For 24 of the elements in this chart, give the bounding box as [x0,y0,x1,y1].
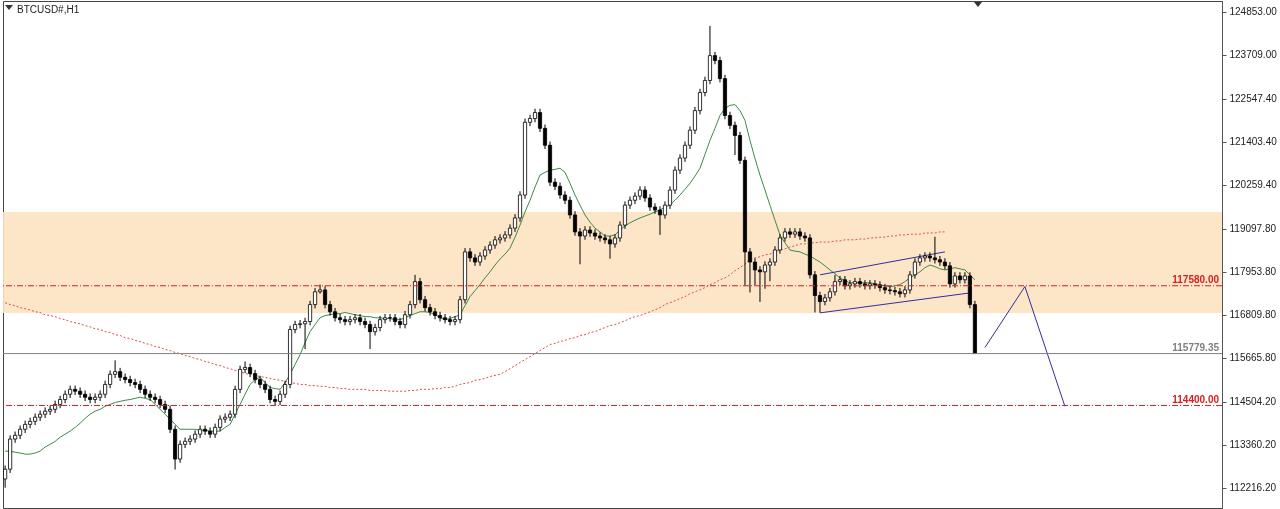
ref-line-label: 117580.00 [1172,273,1220,285]
line-series [4,104,976,455]
candlestick [597,231,603,243]
chart-title: BTCUSD#,H1 [17,4,80,15]
y-tick-label: 116809.80 [1229,309,1277,321]
candlestick [632,191,638,205]
y-tick-label: 114504.20 [1229,396,1277,408]
candlestick [602,233,608,245]
y-tick-label: 113360.20 [1229,439,1277,451]
candlestick [587,225,593,238]
y-tick-label: 117953.80 [1229,266,1277,278]
y-tick-label: 120259.40 [1229,179,1278,191]
y-tick-label: 112216.20 [1229,482,1277,494]
ref-line-label: 115779.35 [1172,341,1220,353]
y-tick-label: 121403.40 [1229,136,1278,148]
y-tick-label: 115665.80 [1229,352,1277,364]
y-tick-label: 122547.40 [1229,93,1278,105]
candlestick [657,205,663,236]
ref-line-label: 114400.00 [1172,393,1220,405]
y-tick-label: 123709.00 [1229,49,1278,61]
y-tick-label: 119097.80 [1229,223,1277,235]
candlestick [607,235,613,260]
y-tick-label: 124853.00 [1229,6,1278,18]
candlestick [592,228,598,241]
